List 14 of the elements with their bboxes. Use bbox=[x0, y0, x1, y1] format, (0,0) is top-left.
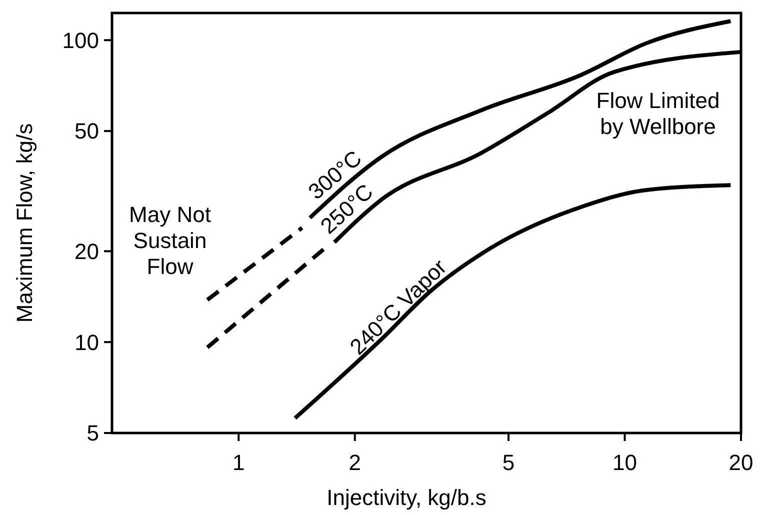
y-tick-label: 10 bbox=[74, 330, 99, 355]
x-tick-label: 2 bbox=[348, 450, 361, 475]
x-tick-label: 5 bbox=[502, 450, 515, 475]
x-tick-label: 1 bbox=[232, 450, 245, 475]
y-tick-label: 20 bbox=[74, 238, 99, 264]
x-tick-label: 10 bbox=[612, 450, 637, 475]
annotation: Flow Limited by Wellbore bbox=[596, 88, 720, 139]
x-tick-label: 20 bbox=[728, 450, 754, 475]
annotation: May Not Sustain Flow bbox=[129, 202, 211, 279]
y-tick-label: 100 bbox=[62, 28, 99, 53]
y-tick-label: 50 bbox=[74, 118, 99, 144]
y-axis-title: Maximum Flow, kg/s bbox=[12, 123, 37, 323]
x-axis-title: Injectivity, kg/b.s bbox=[326, 485, 486, 510]
y-tick-label: 5 bbox=[86, 420, 99, 446]
